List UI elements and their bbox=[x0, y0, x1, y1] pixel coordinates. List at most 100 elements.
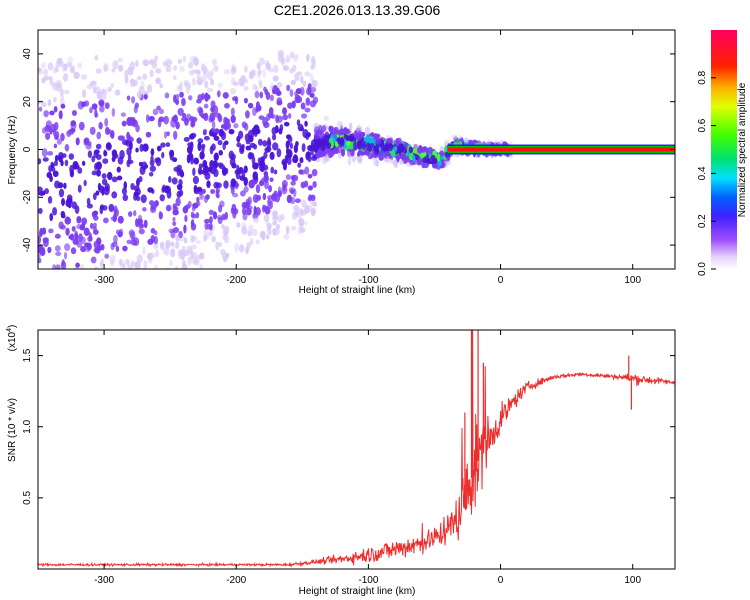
spectrogram-cell bbox=[82, 89, 87, 98]
spectrogram-cell bbox=[436, 153, 441, 162]
spectrogram-cell bbox=[36, 281, 41, 287]
spectrogram-cell bbox=[42, 237, 49, 243]
spectrogram-cell bbox=[130, 96, 136, 104]
spectrogram-cell bbox=[58, 272, 63, 281]
spectrogram-cell bbox=[444, 160, 451, 166]
spectrogram-cell bbox=[199, 151, 205, 160]
spectrogram-cell bbox=[94, 54, 99, 61]
spectrogram-cell bbox=[166, 205, 171, 212]
spectrogram-cell bbox=[130, 260, 136, 268]
spectrogram-cell bbox=[113, 234, 118, 244]
spectrogram-cell bbox=[306, 54, 310, 62]
spectrogram-cell bbox=[304, 71, 311, 77]
spectrogram-cell bbox=[239, 80, 245, 87]
spectrogram-cell bbox=[300, 181, 306, 189]
spectrogram-cell bbox=[60, 103, 66, 109]
spectrogram-cell bbox=[258, 57, 265, 66]
spectrogram-cell bbox=[58, 110, 63, 120]
spectrogram-cell bbox=[60, 133, 65, 142]
spectrogram-cell bbox=[52, 128, 57, 137]
spectrogram-cell bbox=[316, 149, 320, 159]
spectrogram-cell bbox=[289, 68, 295, 74]
spectrogram-cell bbox=[78, 233, 83, 242]
spectrogram-cell bbox=[266, 195, 274, 200]
spectrogram-cell bbox=[136, 75, 142, 81]
spectrogram-cell bbox=[301, 113, 308, 119]
spectrogram-cell bbox=[175, 93, 180, 100]
spectrogram-cell bbox=[272, 85, 278, 95]
spectrogram-cell bbox=[208, 166, 213, 173]
spectrogram-x-tick-label: 100 bbox=[624, 275, 641, 286]
spectrogram-cell bbox=[57, 182, 64, 189]
spectrogram-cell bbox=[304, 166, 310, 175]
spectrogram-cell bbox=[146, 84, 153, 93]
spectrogram-cell bbox=[205, 194, 210, 200]
spectrogram-cell bbox=[220, 124, 227, 129]
spectrogram-cell bbox=[194, 258, 198, 264]
spectrogram-cell bbox=[175, 241, 180, 250]
spectrogram-cell bbox=[260, 156, 265, 163]
spectrogram-cell bbox=[348, 143, 354, 150]
spectrogram-cell bbox=[172, 221, 177, 227]
spectrogram-cell bbox=[99, 296, 103, 304]
spectrogram-cell bbox=[106, 142, 112, 149]
spectrogram-cell bbox=[248, 71, 254, 80]
spectrogram-cell bbox=[145, 131, 152, 138]
spectrogram-cell bbox=[190, 219, 195, 228]
spectrogram-cell bbox=[298, 169, 304, 175]
spectrogram-cell bbox=[123, 181, 127, 190]
spectrogram-cell bbox=[244, 122, 249, 131]
spectrogram-cell bbox=[238, 166, 244, 174]
spectrogram-cell bbox=[241, 226, 248, 235]
spectrogram-cell bbox=[266, 229, 272, 236]
snr-y-tick-label: 1.5 bbox=[22, 348, 33, 362]
spectrogram-cell bbox=[286, 156, 292, 165]
spectrogram-cell bbox=[111, 67, 116, 73]
spectrogram-cell bbox=[293, 56, 298, 63]
spectrogram-cell bbox=[126, 95, 131, 101]
spectrogram-cell bbox=[117, 215, 124, 224]
spectrogram-cell bbox=[154, 200, 159, 207]
spectrogram-cell bbox=[293, 204, 300, 212]
spectrogram-cell bbox=[116, 175, 123, 181]
svg-text:(x104): (x104) bbox=[6, 325, 18, 352]
spectrogram-cell bbox=[173, 65, 178, 71]
spectrogram-cell bbox=[259, 180, 265, 187]
spectrogram-y-tick-label: 40 bbox=[22, 48, 33, 60]
spectrogram-cell bbox=[206, 87, 214, 93]
spectrogram-cell bbox=[268, 67, 274, 73]
spectrogram-cell bbox=[199, 193, 204, 200]
spectrogram-cell bbox=[139, 143, 144, 152]
spectrogram-cell bbox=[45, 311, 51, 320]
spectrogram-cell bbox=[326, 142, 332, 149]
spectrogram-cell bbox=[54, 66, 59, 73]
snr-scale-suffix: ) bbox=[7, 325, 18, 328]
spectrogram-cell bbox=[78, 121, 85, 131]
spectrogram-cell bbox=[191, 121, 196, 127]
spectrogram-cell bbox=[148, 59, 155, 65]
spectrogram-cell bbox=[215, 241, 219, 251]
spectrogram-cell bbox=[211, 58, 217, 66]
spectrogram-cell bbox=[58, 188, 65, 198]
spectrogram-cell bbox=[63, 63, 68, 72]
colorbar: 0.0 0.2 0.4 0.6 0.8 Normalized spectral ampl… bbox=[697, 30, 748, 276]
spectrogram-cell bbox=[163, 246, 170, 256]
snr-scale-prefix: (x10 bbox=[7, 331, 18, 351]
spectrogram-cell bbox=[138, 161, 143, 167]
spectrogram-cell bbox=[133, 210, 137, 217]
spectrogram-cell bbox=[299, 226, 306, 233]
spectrogram-cell bbox=[60, 213, 66, 219]
spectrogram-cell bbox=[38, 191, 45, 196]
spectrogram-cell bbox=[68, 153, 75, 160]
spectrogram-cell bbox=[289, 51, 295, 59]
spectrogram-cell bbox=[183, 224, 187, 234]
spectrogram-cell bbox=[53, 96, 57, 103]
spectrogram-cell bbox=[38, 106, 43, 112]
spectrogram-cell bbox=[179, 65, 185, 73]
spectrogram-cell bbox=[203, 103, 209, 109]
spectrogram-cell bbox=[261, 204, 266, 213]
spectrogram-cell bbox=[42, 227, 47, 235]
spectrogram-cell bbox=[143, 219, 148, 229]
spectrogram-cell bbox=[299, 86, 305, 96]
spectrogram-cell bbox=[150, 204, 156, 212]
